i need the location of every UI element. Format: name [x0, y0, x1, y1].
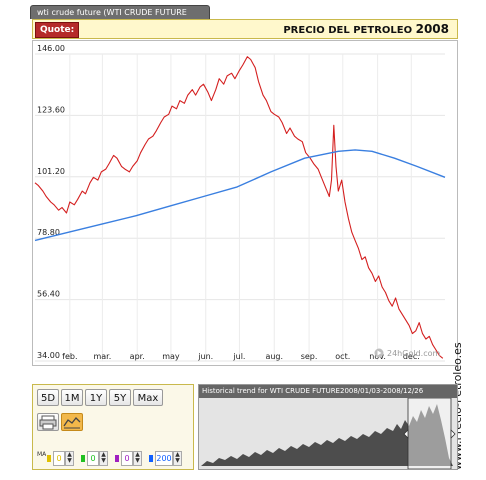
- history-right-handle[interactable]: [450, 429, 456, 439]
- page-title-text: PRECIO DEL PETROLEO: [283, 25, 413, 36]
- history-title-text: Historical trend for WTI CRUDE FUTURE: [202, 387, 340, 395]
- ma-row-label: MA: [37, 451, 47, 458]
- moving-average-line: [34, 149, 446, 242]
- ma-stepper[interactable]: ▲ ▼: [65, 451, 74, 466]
- ma-color-swatch: [47, 455, 51, 462]
- ma-stepper[interactable]: ▲ ▼: [99, 451, 108, 466]
- print-button[interactable]: [37, 413, 59, 431]
- page-title-year: 2008: [415, 22, 449, 36]
- period-button-1y[interactable]: 1Y: [85, 389, 107, 406]
- ma-input[interactable]: 0: [87, 451, 99, 466]
- history-sparkline: [201, 398, 456, 469]
- period-button-5d[interactable]: 5D: [37, 389, 59, 406]
- ma-input[interactable]: 200: [155, 451, 173, 466]
- instrument-tab[interactable]: wti crude future (WTI CRUDE FUTURE: [30, 5, 210, 19]
- chart-type-button[interactable]: [61, 413, 83, 431]
- history-panel: Historical trend for WTI CRUDE FUTURE200…: [198, 384, 458, 470]
- ma-stepper[interactable]: ▲ ▼: [173, 451, 182, 466]
- x-tick-label: aug.: [265, 352, 283, 361]
- x-tick-label: apr.: [130, 352, 145, 361]
- ma-color-swatch: [115, 455, 119, 462]
- history-area: [201, 404, 453, 466]
- ma-input[interactable]: 0: [53, 451, 65, 466]
- x-tick-label: jun.: [197, 352, 213, 361]
- x-tick-label: jul.: [232, 352, 245, 361]
- quote-bar: Quote: PRECIO DEL PETROLEO 2008: [32, 19, 458, 39]
- period-button-max[interactable]: Max: [133, 389, 163, 406]
- x-tick-label: dec.: [403, 352, 420, 361]
- chart-controls-panel: 5D 1M 1Y 5Y Max MA 0 ▲ ▼ 0 ▲ ▼ 0 ▲ ▼ 200 ▲ ▼: [32, 384, 194, 470]
- x-tick-label: sep.: [301, 352, 318, 361]
- history-selection-window[interactable]: [407, 398, 452, 469]
- ma-input[interactable]: 0: [121, 451, 133, 466]
- y-tick-label: 78.80: [37, 228, 60, 237]
- x-tick-label: mar.: [93, 352, 111, 361]
- ma-color-swatch: [81, 455, 85, 462]
- watermark-play-icon: [377, 350, 382, 356]
- ma-color-swatch: [149, 455, 153, 462]
- y-tick-label: 34.00: [37, 351, 60, 360]
- plot-background: [33, 41, 457, 365]
- x-tick-label: oct.: [335, 352, 350, 361]
- period-button-1m[interactable]: 1M: [61, 389, 83, 406]
- price-line: [34, 56, 444, 359]
- watermark-text: 24hGold.com: [387, 349, 440, 358]
- x-tick-label: feb.: [62, 352, 77, 361]
- y-tick-label: 101.20: [37, 167, 65, 176]
- x-tick-label: may: [162, 352, 180, 361]
- y-tick-label: 146.00: [37, 44, 65, 53]
- price-chart-svg: 34.00 56.40 78.80 101.20 123.60 146.00 feb. mar…: [33, 41, 457, 365]
- y-tick-label: 123.60: [37, 105, 65, 114]
- y-tick-label: 56.40: [37, 290, 60, 299]
- price-chart: 34.00 56.40 78.80 101.20 123.60 146.00 feb. mar…: [32, 40, 458, 366]
- line-chart-icon: [63, 417, 81, 429]
- ma-stepper[interactable]: ▲ ▼: [133, 451, 142, 466]
- period-button-5y[interactable]: 5Y: [109, 389, 131, 406]
- printer-icon: [39, 415, 57, 430]
- history-title: Historical trend for WTI CRUDE FUTURE200…: [199, 385, 457, 398]
- history-left-handle[interactable]: [403, 429, 409, 439]
- quote-button[interactable]: Quote:: [35, 22, 80, 38]
- page-title: PRECIO DEL PETROLEO 2008: [283, 22, 449, 38]
- history-range: 2008/01/03-2008/12/26: [339, 387, 424, 395]
